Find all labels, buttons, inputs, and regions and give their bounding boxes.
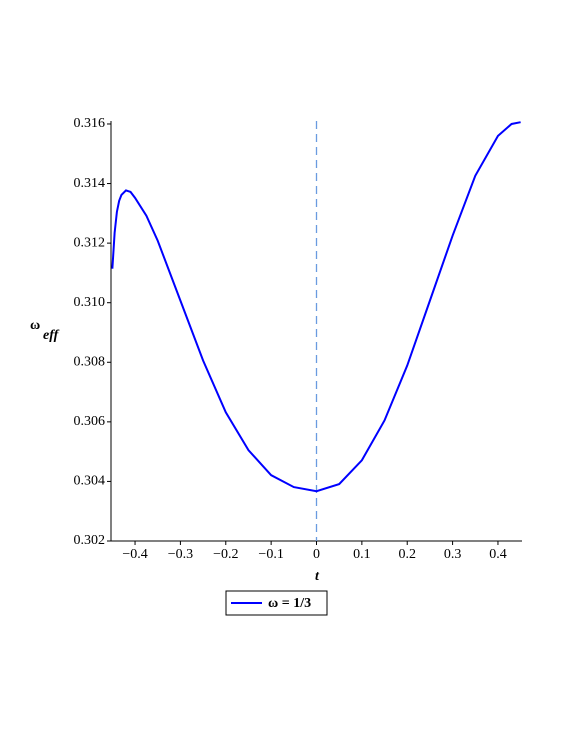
- y-tick-label: 0.308: [74, 354, 106, 369]
- data-line: [111, 121, 521, 493]
- y-tick-label: 0.316: [74, 116, 106, 131]
- legend-label: ω = 1/3: [268, 596, 311, 611]
- x-axis-label: t: [315, 569, 320, 584]
- x-tick-label: −0.2: [213, 547, 238, 562]
- x-tick-label: 0.1: [353, 547, 371, 562]
- x-tick-label: −0.3: [168, 547, 193, 562]
- y-tick-label: 0.312: [74, 235, 106, 250]
- y-tick-label: 0.314: [74, 176, 106, 191]
- x-tick-label: 0.4: [489, 547, 507, 562]
- x-tick-label: 0.2: [398, 547, 416, 562]
- x-tick-label: 0.3: [444, 547, 462, 562]
- y-tick-label: 0.304: [74, 474, 106, 489]
- x-tick-label: 0: [313, 547, 320, 562]
- y-axis-label: ω: [30, 318, 40, 333]
- y-tick-label: 0.310: [74, 295, 106, 310]
- y-tick-label: 0.302: [74, 533, 106, 548]
- x-tick-label: −0.4: [122, 547, 147, 562]
- y-axis-label-subscript: eff: [43, 328, 60, 343]
- x-tick-label: −0.1: [258, 547, 283, 562]
- y-tick-label: 0.306: [74, 414, 106, 429]
